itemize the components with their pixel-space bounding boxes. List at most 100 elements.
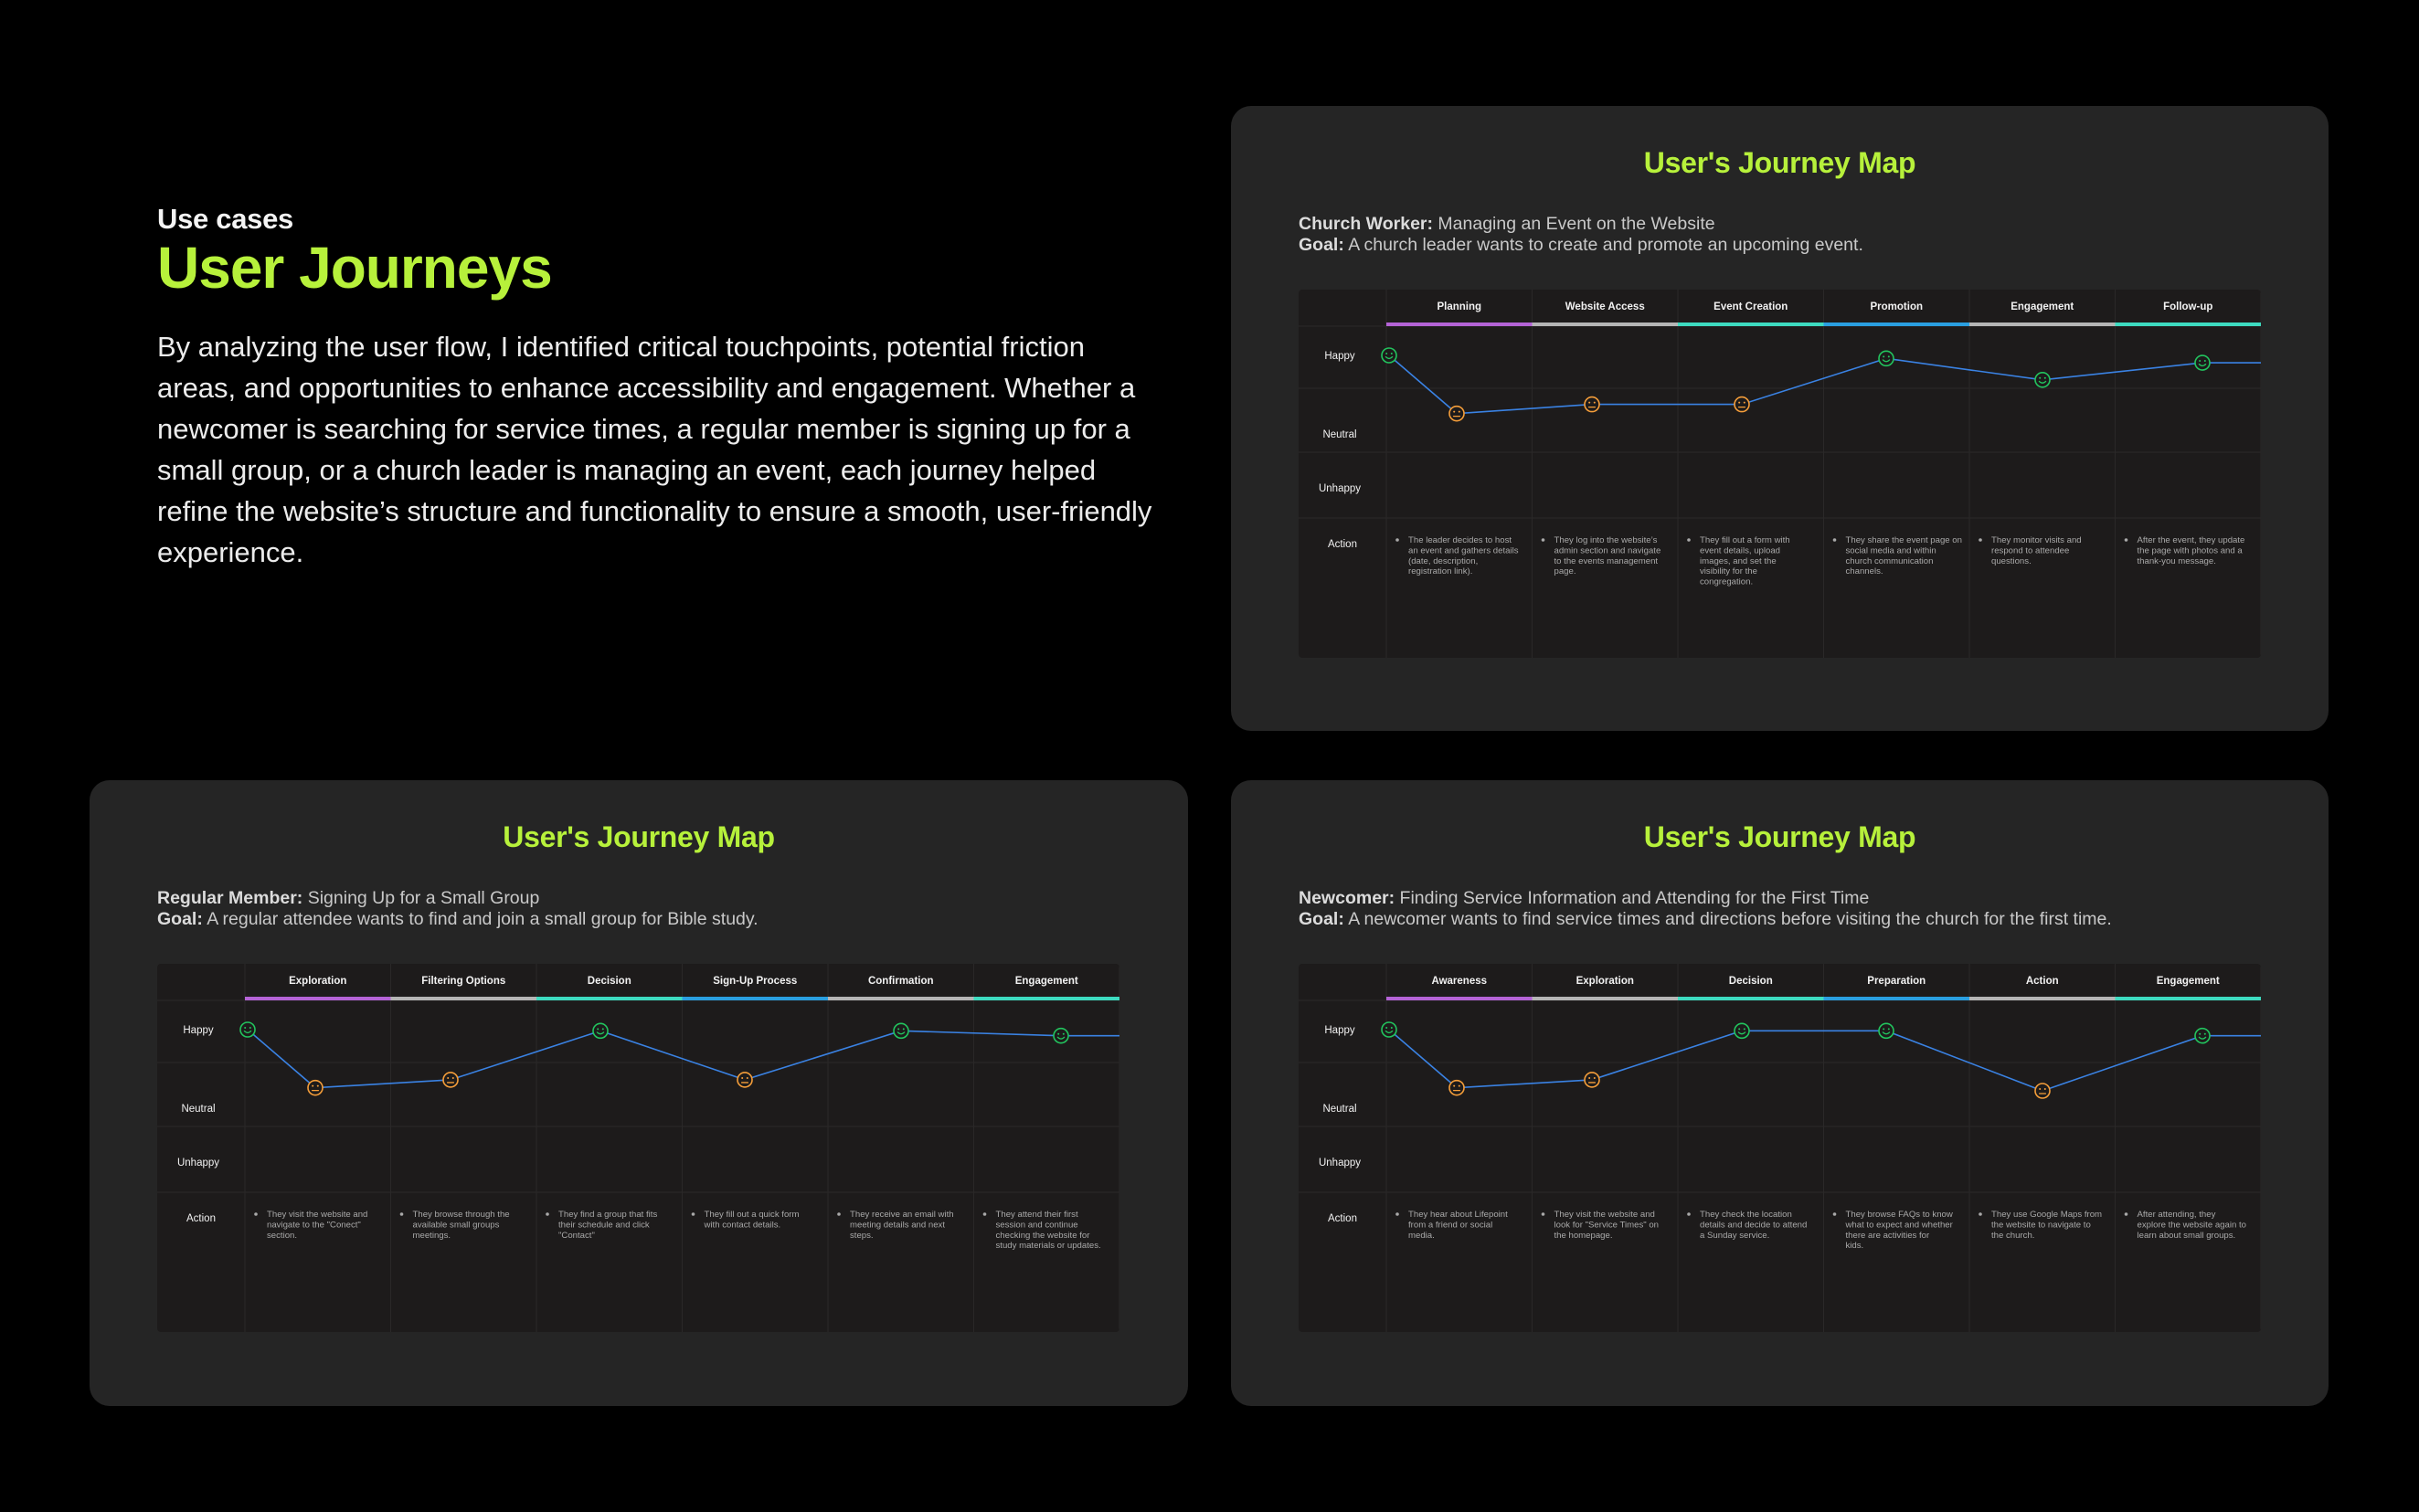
action-text-line: They monitor visits and (1991, 535, 2082, 545)
row-label-neutral: Neutral (181, 1104, 215, 1115)
action-text-line: event details, upload (1700, 545, 1780, 555)
action-text: They log into the website’s admin section… (1554, 535, 1661, 576)
journey-card-church-worker: User's Journey Map Church Worker: Managi… (1231, 106, 2329, 731)
phase-color-bar (536, 997, 683, 1000)
phase-color-bar (1969, 997, 2116, 1000)
journey-card-meta: Newcomer: Finding Service Information an… (1299, 888, 2112, 930)
action-text-line: the homepage. (1554, 1231, 1613, 1241)
journey-card-title: User's Journey Map (503, 820, 775, 853)
journey-map-svg: Exploration Filtering Options Decision Sign… (157, 964, 1119, 1332)
action-text-line: The leader decides to host (1408, 535, 1512, 545)
persona-desc: Finding Service Information and Attendin… (1399, 888, 1870, 908)
journey-card-title: User's Journey Map (1643, 146, 1916, 179)
neutral-face-icon (1448, 1079, 1465, 1096)
action-text-line: They share the event page on (1846, 535, 1962, 545)
bullet-icon (1979, 538, 1982, 542)
action-text-line: They browse through the (413, 1210, 510, 1220)
action-text-line: They visit the website and (267, 1210, 367, 1220)
phase-color-bar (1969, 322, 2116, 326)
action-text-line: They log into the website’s (1554, 535, 1658, 545)
journey-line (1388, 1029, 2261, 1092)
persona-label: Newcomer: (1299, 888, 1395, 908)
action-text-line: meetings. (413, 1231, 451, 1241)
action-text-line: They fill out a form with (1700, 535, 1790, 545)
action-text-line: available small groups (413, 1220, 500, 1230)
row-label-action: Action (186, 1213, 216, 1224)
phase-color-bar (2115, 997, 2261, 1000)
action-text-line: (date, description, (1408, 556, 1478, 566)
phase-label: Exploration (289, 976, 346, 987)
neutral-face-icon (1448, 405, 1465, 422)
phase-label: Sign-Up Process (713, 976, 797, 987)
journey-card-meta: Regular Member: Signing Up for a Small G… (157, 888, 759, 930)
bullet-icon (1541, 1212, 1545, 1216)
action-text-line: registration link). (1408, 566, 1472, 576)
map-grid (1299, 290, 2261, 658)
phase-color-bar (1678, 997, 1824, 1000)
action-text: They visit the website and navigate to th… (267, 1210, 367, 1241)
action-text: They find a group that fits their schedul… (558, 1210, 657, 1241)
action-text: After the event, they update the page wit… (2138, 535, 2245, 566)
map-grid (157, 964, 1119, 1332)
persona-label: Church Worker: (1299, 214, 1433, 234)
phase-label: Engagement (2011, 301, 2074, 312)
journey-line (247, 1029, 1119, 1089)
goal-line: Goal: A church leader wants to create an… (1299, 235, 1863, 256)
neutral-face-icon (442, 1072, 459, 1088)
action-text-line: thank-you message. (2138, 556, 2216, 566)
action-text-line: visibility for the (1700, 566, 1757, 576)
phase-label: Event Creation (1713, 301, 1788, 312)
action-text: They monitor visits and respond to attend… (1991, 535, 2082, 566)
section-headline: User Journeys (157, 235, 553, 301)
action-item: They hear about Lifepoint from a friend o… (1395, 1210, 1508, 1241)
action-text-line: a Sunday service. (1700, 1231, 1769, 1241)
bullet-icon (399, 1212, 404, 1216)
action-text-line: an event and gathers details (1408, 545, 1519, 555)
bullet-icon (982, 1212, 987, 1216)
bullet-icon (2124, 1212, 2128, 1216)
happy-face-icon (2034, 372, 2051, 388)
persona-desc: Signing Up for a Small Group (307, 888, 540, 908)
action-text-line: admin section and navigate (1554, 545, 1661, 555)
action-text-line: navigate to the "Conect" (267, 1220, 361, 1230)
phase-color-bar (2115, 322, 2261, 326)
action-item: They share the event page on social media… (1832, 535, 1962, 576)
action-text-line: church communication (1846, 556, 1934, 566)
phase-color-bar (245, 997, 391, 1000)
happy-face-icon (2194, 354, 2211, 371)
happy-face-icon (1878, 350, 1894, 367)
phase-color-bar (1823, 997, 1969, 1000)
action-item: They check the location details and decid… (1687, 1210, 1807, 1241)
phase-color-bar (1678, 322, 1824, 326)
row-label-unhappy: Unhappy (1319, 483, 1361, 494)
action-text-line: They attend their first (996, 1210, 1078, 1220)
phase-color-bar (1823, 322, 1969, 326)
phase-label: Promotion (1871, 301, 1924, 312)
bullet-icon (1687, 538, 1691, 542)
action-text-line: what to expect and whether (1845, 1220, 1954, 1230)
happy-face-icon (2194, 1027, 2211, 1044)
row-label-action: Action (1328, 1213, 1357, 1224)
action-text-line: page. (1554, 566, 1576, 576)
action-item: After attending, they explore the website… (2124, 1210, 2246, 1241)
happy-face-icon (592, 1022, 609, 1040)
action-item: After the event, they update the page wit… (2124, 535, 2245, 566)
action-text-line: After the event, they update (2138, 535, 2245, 545)
neutral-face-icon (1734, 396, 1750, 413)
goal-label: Goal: (157, 909, 203, 929)
happy-face-icon (1878, 1022, 1894, 1040)
phase-label: Action (2026, 976, 2059, 987)
action-text-line: They use Google Maps from (1991, 1210, 2102, 1220)
happy-face-icon (1381, 1021, 1397, 1038)
action-text-line: details and decide to attend (1700, 1220, 1807, 1230)
map-grid (1299, 964, 2261, 1332)
action-text: They fill out a form with event details, … (1700, 535, 1790, 587)
action-text-line: explore the website again to (2138, 1220, 2246, 1230)
action-text: They use Google Maps from the website to … (1991, 1210, 2102, 1241)
action-text-line: respond to attendee (1991, 545, 2069, 555)
action-text-line: the page with photos and a (2138, 545, 2244, 555)
neutral-face-icon (1584, 396, 1600, 413)
action-item: They browse FAQs to know what to expect a… (1832, 1210, 1954, 1251)
journey-card-regular-member: User's Journey Map Regular Member: Signi… (90, 780, 1188, 1406)
action-item: The leader decides to host an event and g… (1395, 535, 1519, 576)
